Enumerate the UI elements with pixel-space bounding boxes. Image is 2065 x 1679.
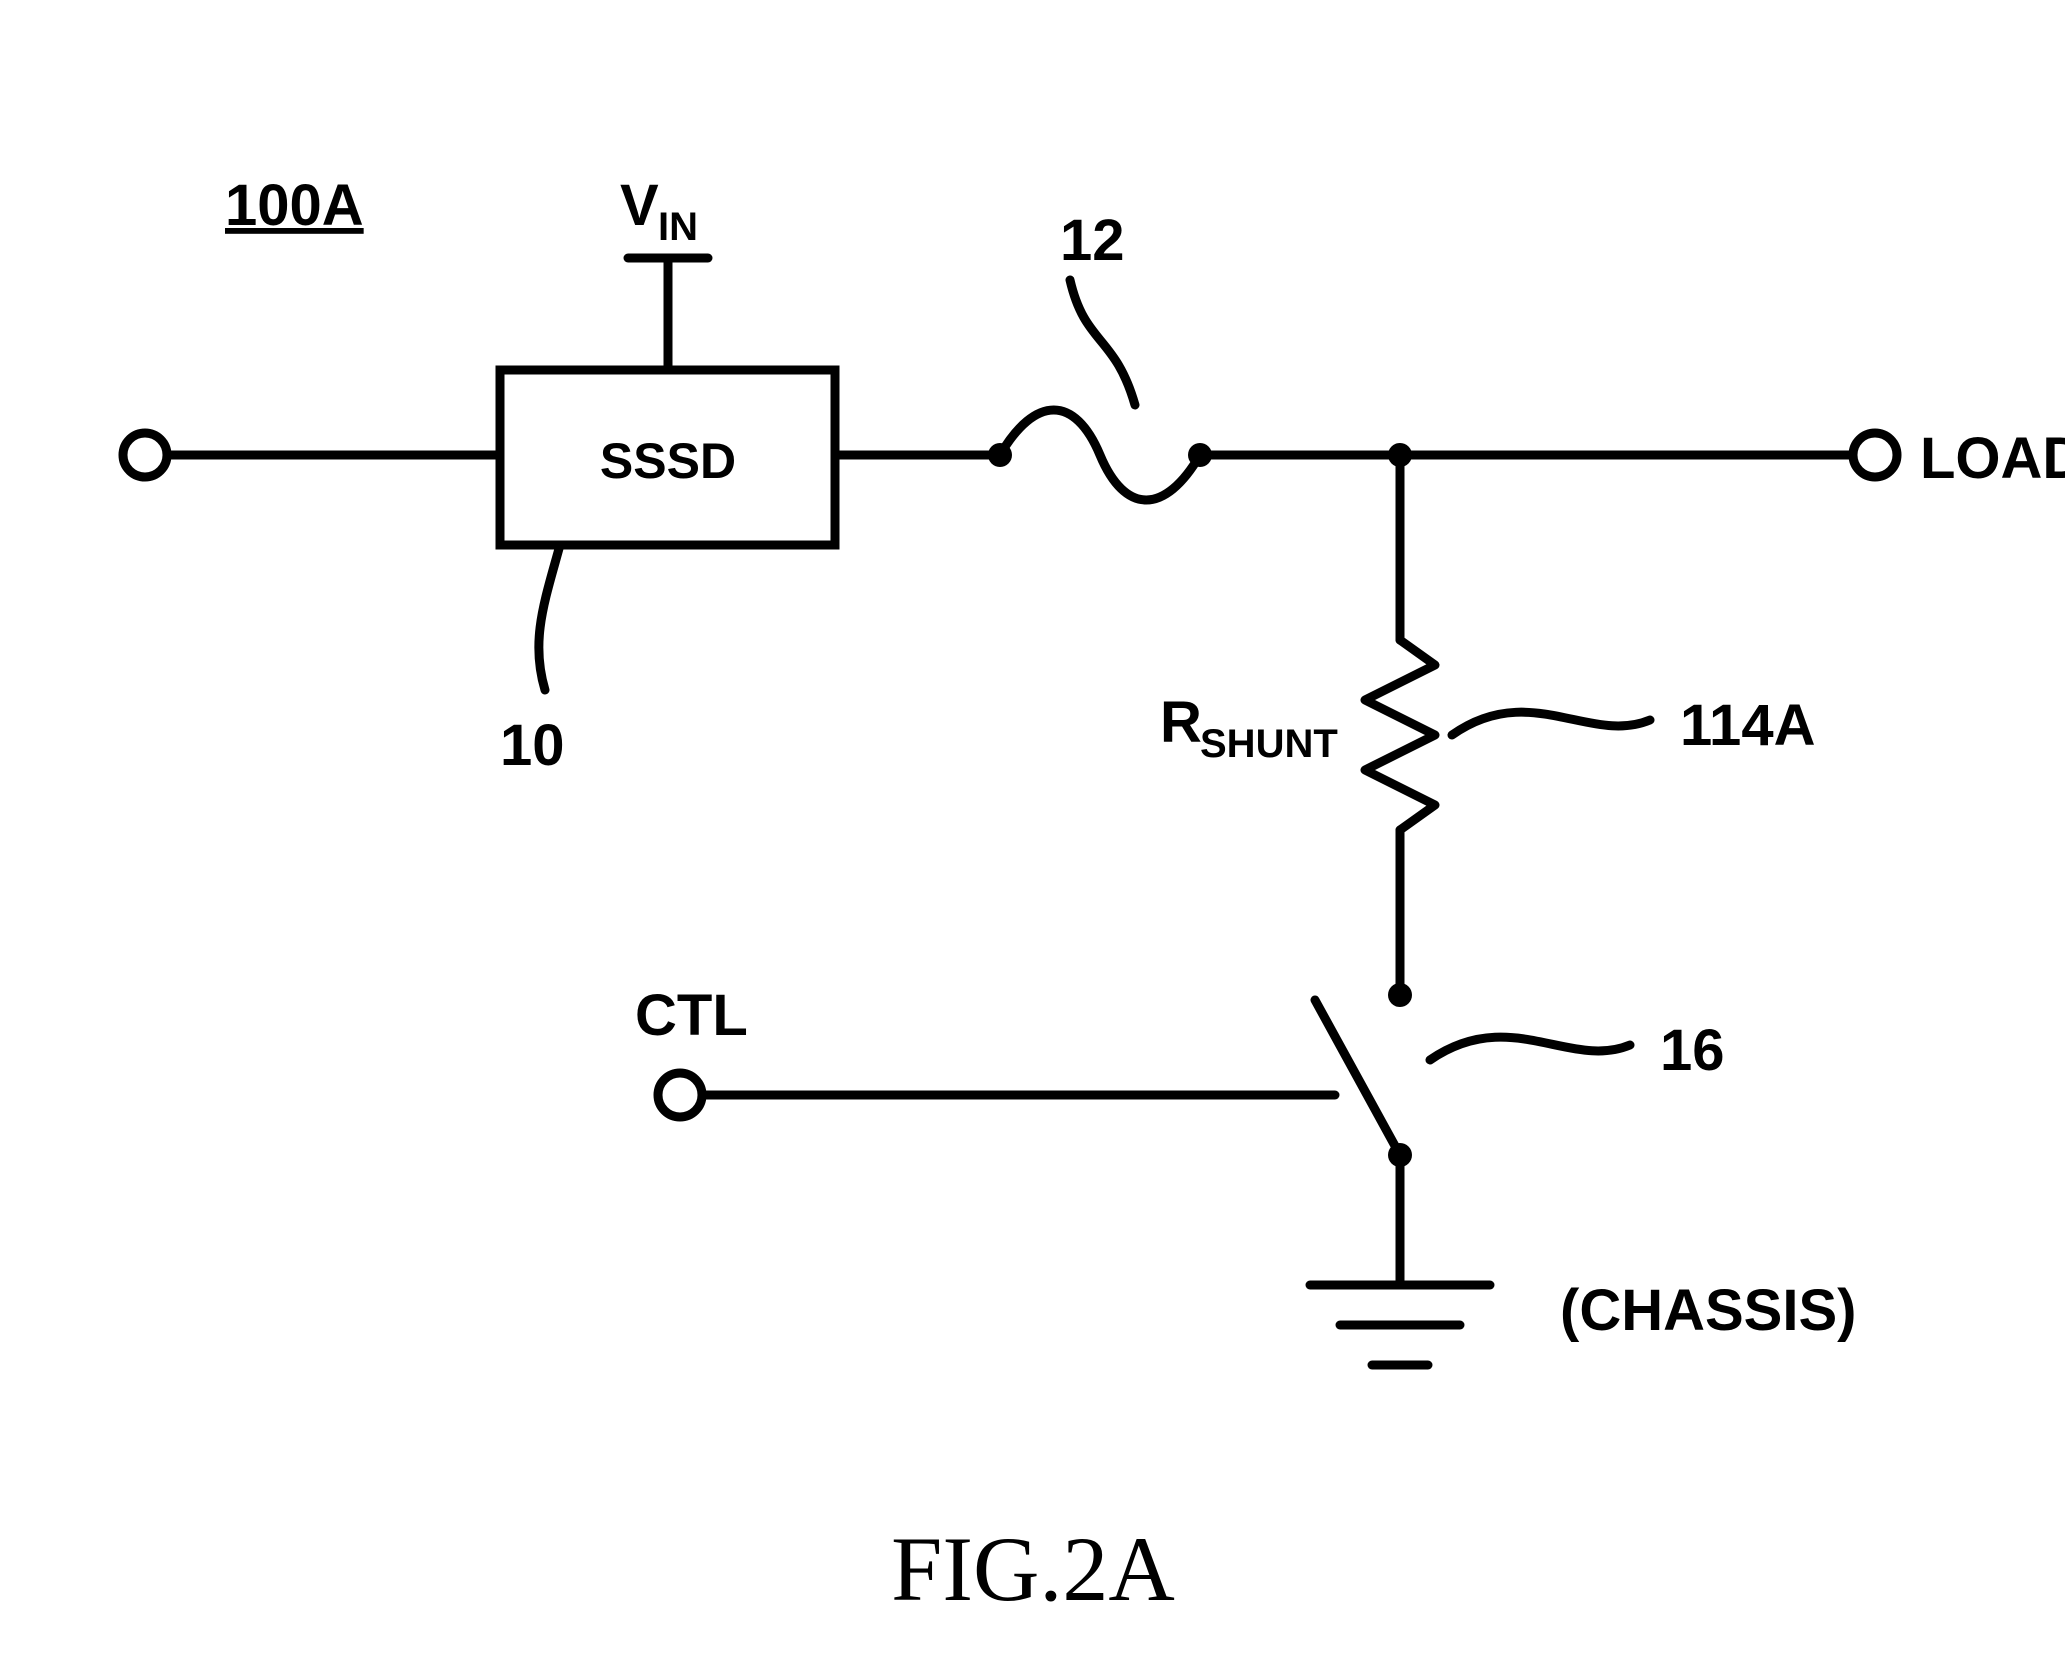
svg-text:SHUNT: SHUNT [1200, 722, 1338, 766]
leader-114a [1452, 712, 1650, 735]
rshunt-resistor [1365, 640, 1435, 830]
svg-text:R: R [1160, 690, 1202, 755]
leader-12 [1070, 280, 1135, 405]
leader-10 [539, 545, 560, 690]
sssd-block-label: SSSD [600, 433, 736, 489]
ref-16-label: 16 [1660, 1018, 1725, 1083]
load-terminal [1853, 433, 1897, 477]
ground-symbol [1310, 1285, 1490, 1365]
figure-caption: FIG.2A [891, 1518, 1175, 1620]
rshunt-label: R SHUNT [1160, 690, 1338, 766]
ctl-label: CTL [635, 983, 748, 1048]
ref-114a-label: 114A [1680, 693, 1815, 758]
ref-10-label: 10 [500, 713, 565, 778]
switch-arm [1315, 1000, 1400, 1155]
switch-upper-dot [1388, 983, 1412, 1007]
fuse-element [1000, 410, 1200, 500]
vin-label: V IN [620, 173, 698, 249]
ref-12-label: 12 [1060, 208, 1125, 273]
chassis-label: (CHASSIS) [1560, 1278, 1856, 1343]
load-label: LOAD [1920, 426, 2065, 491]
circuit-ref-label: 100A [225, 173, 364, 238]
leader-16 [1430, 1037, 1630, 1060]
circuit-diagram: 100A V IN SSSD 10 12 LOAD R SHUNT 114A [0, 0, 2065, 1679]
svg-text:V: V [620, 173, 659, 238]
svg-text:IN: IN [658, 205, 698, 249]
input-terminal [123, 433, 167, 477]
ctl-terminal [658, 1073, 702, 1117]
